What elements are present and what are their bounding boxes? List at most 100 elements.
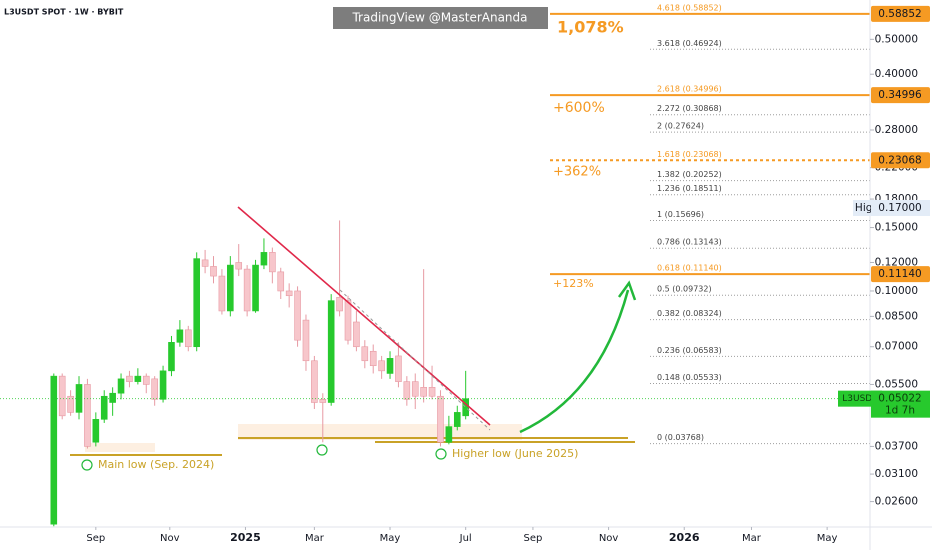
candle-body [227, 264, 234, 312]
candle-body [151, 378, 158, 400]
annotation: +362% [553, 165, 601, 180]
candle-body [159, 370, 167, 400]
price-label: 0.34996 [878, 89, 922, 101]
x-tick-label: Nov [599, 533, 619, 544]
candle-body [285, 290, 293, 297]
candle-body [302, 319, 310, 362]
x-tick-label: Mar [742, 533, 762, 544]
candle-body [445, 426, 453, 443]
candle-body [361, 346, 369, 362]
candle-body [243, 268, 251, 312]
candle-body [67, 395, 74, 413]
fib-label: 1 (0.15696) [657, 210, 704, 219]
fib-label: 0.382 (0.08324) [657, 309, 722, 318]
candle-body [58, 375, 66, 417]
candle-body [411, 381, 419, 397]
candle-body [437, 395, 444, 443]
candle-body [319, 399, 327, 403]
candle-body [260, 252, 268, 266]
candle-body [403, 381, 411, 400]
price-label: 0.23068 [878, 154, 921, 166]
trendline [237, 206, 491, 426]
support-zone [85, 443, 155, 452]
candle-body [311, 360, 318, 403]
x-tick-label: Mar [305, 533, 325, 544]
y-tick-label: 0.10000 [875, 285, 918, 297]
candle-body [269, 252, 276, 273]
y-tick-label: 0.08500 [875, 310, 918, 322]
last-price-box [871, 390, 930, 418]
price-label: 0.11140 [878, 268, 921, 280]
candle-body [395, 355, 402, 382]
candle-body [176, 329, 184, 343]
candle-body [50, 375, 58, 525]
plot-area: 4.618 (0.58852) 3.618 (0.46924) 2.618 (0.3… [70, 3, 870, 456]
low-icon [316, 444, 328, 456]
candle-body [277, 271, 285, 292]
candle-body [353, 321, 360, 348]
fib-label: 0 (0.03768) [657, 433, 704, 442]
y-tick-label: 0.40000 [875, 68, 918, 80]
fib-label: 1.236 (0.18511) [657, 184, 722, 193]
price-label: 0.58852 [878, 8, 921, 20]
candle-body [134, 375, 142, 382]
x-tick-label: Sep [523, 533, 542, 544]
y-tick-label: 0.05500 [875, 378, 918, 390]
candle-body [336, 297, 343, 312]
fib-label: 1.382 (0.20252) [657, 170, 722, 179]
projection-arrow [519, 289, 630, 434]
high-value: 0.17000 [878, 202, 921, 214]
fib-label: 0.5 (0.09732) [657, 285, 712, 294]
x-tick-label: Sep [86, 533, 105, 544]
arrow-head [617, 280, 637, 301]
candles [50, 220, 469, 527]
candle-body [142, 375, 150, 385]
candle-body [218, 275, 226, 312]
time-axis [0, 527, 932, 550]
low-icon [435, 448, 447, 460]
annotation: +123% [553, 277, 594, 290]
price-label-box [871, 266, 930, 283]
candle-body [235, 262, 243, 270]
y-tick-label: 0.28000 [875, 124, 918, 136]
watermark: TradingView @MasterAnanda [351, 11, 527, 25]
candle-body [184, 329, 192, 348]
fib-label: 0.148 (0.05533) [657, 373, 722, 382]
chart-title: L3USDT SPOT · 1W · BYBIT [4, 8, 124, 17]
annotation: +600% [553, 100, 605, 116]
fib-label: 2.618 (0.34996) [657, 85, 722, 94]
x-tick-label: May [380, 533, 401, 544]
price-label-box [871, 5, 930, 22]
trendline-dashed [339, 289, 491, 431]
countdown: 1d 7h [885, 405, 915, 417]
candle-body [100, 395, 108, 420]
fib-label: 2 (0.27624) [657, 122, 704, 131]
low-icon [81, 459, 93, 471]
symbol: L3USDT [842, 394, 878, 404]
annotation: Main low (Sep. 2024) [98, 458, 214, 471]
candle-body [92, 419, 100, 443]
candle-body [420, 387, 427, 397]
candle-body [168, 342, 175, 372]
candle-body [252, 264, 259, 312]
y-tick-label: 0.07000 [875, 341, 918, 353]
candle-body [84, 384, 91, 447]
y-tick-label: 0.50000 [875, 33, 918, 45]
fib-label: 0.236 (0.06583) [657, 346, 722, 355]
y-tick-label: 0.03700 [875, 440, 918, 452]
price-label-box [871, 87, 930, 104]
candle-body [75, 384, 83, 413]
y-tick-label: 0.02600 [875, 496, 918, 508]
drawings: Main low (Sep. 2024) Higher low (June 20… [81, 18, 637, 471]
candle-body [327, 300, 335, 403]
candle-body [193, 258, 200, 348]
candle-body [378, 360, 385, 372]
candle-body [126, 375, 133, 382]
candle-body [453, 412, 461, 427]
fib-label: 4.618 (0.58852) [657, 3, 722, 12]
x-tick-label: Jul [459, 533, 472, 544]
fib-label: 3.618 (0.46924) [657, 39, 722, 48]
candle-body [117, 378, 125, 394]
x-tick-label: May [817, 533, 838, 544]
